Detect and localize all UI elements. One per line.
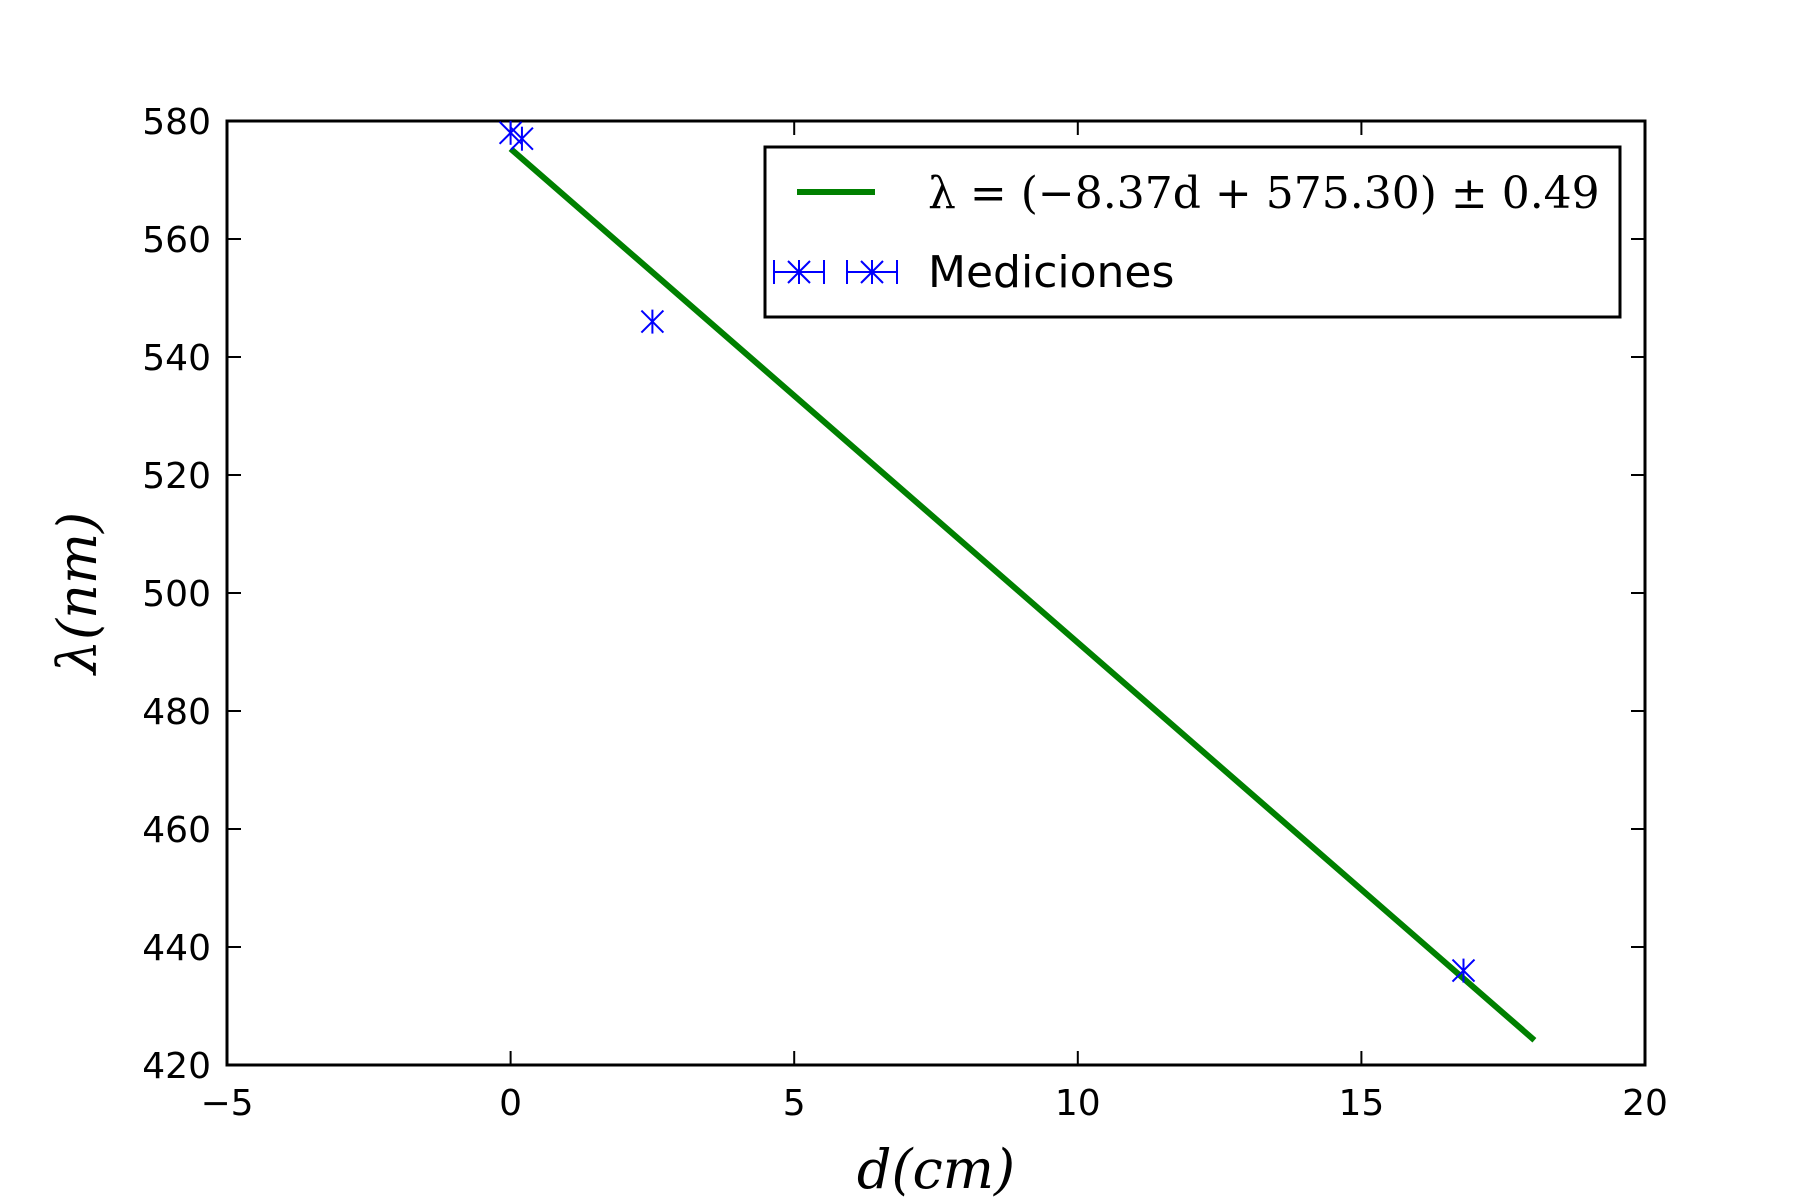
data-point	[1451, 958, 1476, 983]
y-tick-label: 440	[142, 928, 211, 969]
y-tick-label: 540	[142, 338, 211, 379]
legend-fit-label: λ = (−8.37d + 575.30) ± 0.49	[928, 168, 1600, 219]
fit-line	[508, 146, 1537, 1043]
data-point	[640, 309, 665, 334]
y-tick-label: 480	[142, 692, 211, 733]
legend: λ = (−8.37d + 575.30) ± 0.49 Mediciones	[763, 145, 1622, 319]
x-axis-label: d(cm)	[857, 1138, 1015, 1200]
x-tick-label: 5	[783, 1083, 806, 1124]
x-tick-label: 20	[1622, 1083, 1668, 1124]
legend-marker	[860, 260, 884, 284]
y-tick-label: 420	[142, 1046, 211, 1087]
y-tick-label: 580	[142, 102, 211, 143]
x-tick-label: 15	[1338, 1083, 1384, 1124]
x-tick-label: 10	[1055, 1083, 1101, 1124]
legend-marker	[787, 260, 811, 284]
legend-measurements-label: Mediciones	[928, 247, 1174, 298]
x-tick-label: −5	[200, 1083, 253, 1124]
x-tick-label: 0	[499, 1083, 522, 1124]
y-tick-label: 460	[142, 810, 211, 851]
y-tick-label: 560	[142, 220, 211, 261]
legend-marker-sample	[773, 260, 898, 284]
data-point	[510, 126, 534, 151]
legend-box	[763, 145, 1622, 319]
y-axis-label: λ(nm)	[46, 512, 109, 676]
series	[498, 120, 1537, 1043]
y-tick-label: 520	[142, 456, 211, 497]
y-tick-label: 500	[142, 574, 211, 615]
data-point	[498, 120, 523, 145]
tick-labels: −5 0 5 10 15 20 420 440 460 480 500 520 540 560 580	[142, 102, 1668, 1124]
